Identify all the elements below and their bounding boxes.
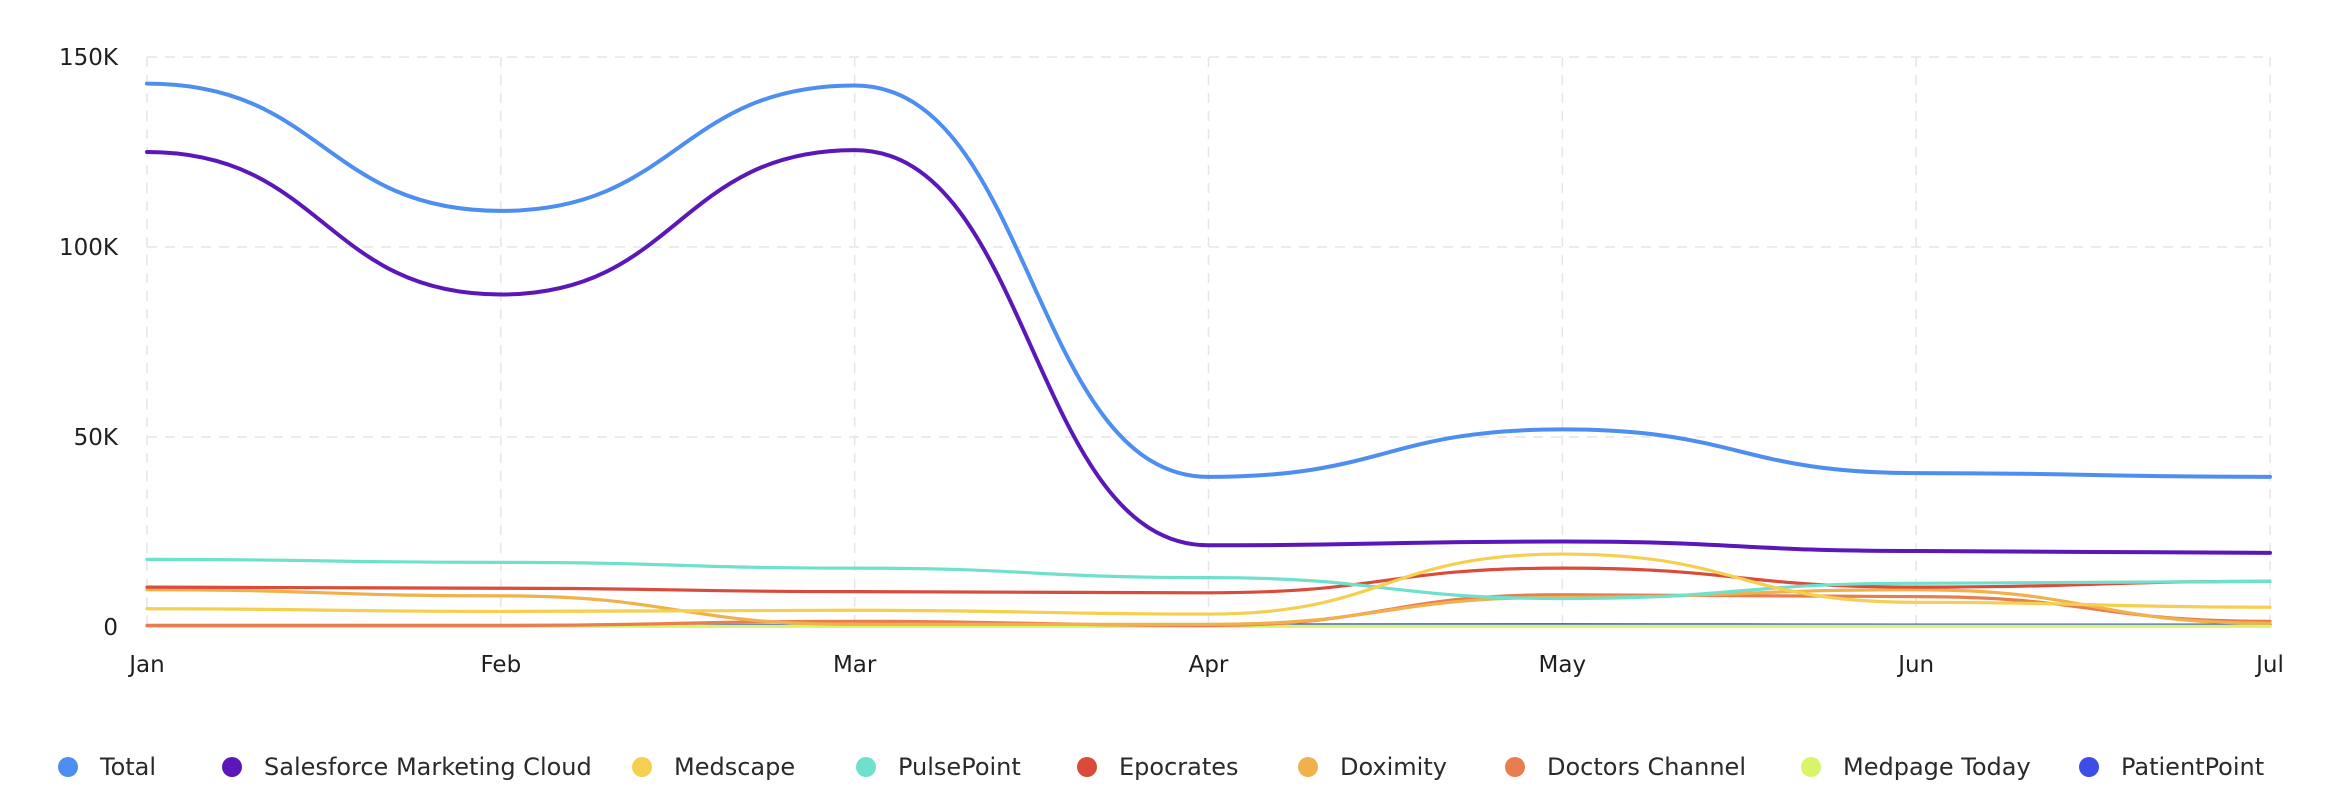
- legend-item-medscape[interactable]: Medscape: [632, 745, 795, 789]
- legend-item-patientpoint[interactable]: PatientPoint: [2079, 745, 2264, 789]
- legend-swatch: [632, 757, 652, 777]
- x-axis: Jan Feb Mar Apr May Jun Jul: [127, 652, 2284, 678]
- y-tick-label: 50K: [74, 425, 119, 451]
- y-axis: 0 50K 100K 150K: [59, 45, 119, 641]
- legend-label: Medscape: [674, 753, 796, 781]
- legend-label: Epocrates: [1119, 753, 1239, 781]
- legend-label: Total: [100, 753, 157, 781]
- legend-swatch: [222, 757, 242, 777]
- legend-swatch: [58, 757, 78, 777]
- legend-item-doctors-channel[interactable]: Doctors Channel: [1505, 745, 1746, 789]
- x-tick-label: Jun: [1896, 652, 1934, 678]
- legend-label: Doximity: [1340, 753, 1447, 781]
- legend-swatch: [1298, 757, 1318, 777]
- legend-item-doximity[interactable]: Doximity: [1298, 745, 1447, 789]
- x-tick-label: Jul: [2254, 652, 2284, 678]
- legend-label: Salesforce Marketing Cloud: [264, 753, 592, 781]
- legend-item-salesforce-marketing-cloud[interactable]: Salesforce Marketing Cloud: [222, 745, 592, 789]
- y-tick-label: 100K: [59, 235, 119, 261]
- legend-swatch: [856, 757, 876, 777]
- series-line-salesforce-marketing-cloud: [145, 148, 2272, 555]
- series-line-pulsepoint: [145, 557, 2272, 601]
- x-tick-label: May: [1539, 652, 1587, 678]
- series-line-medscape: [145, 552, 2272, 616]
- y-tick-label: 0: [103, 615, 118, 641]
- x-tick-label: Feb: [480, 652, 521, 678]
- legend-label: PulsePoint: [898, 753, 1021, 781]
- legend: Total Salesforce Marketing Cloud Medscape P…: [0, 745, 2330, 789]
- series-line-doximity: [145, 588, 2272, 626]
- legend-swatch: [1801, 757, 1821, 777]
- legend-label: Medpage Today: [1843, 753, 2031, 781]
- legend-item-pulsepoint[interactable]: PulsePoint: [856, 745, 1021, 789]
- series-line-epocrates: [145, 566, 2272, 595]
- legend-item-epocrates[interactable]: Epocrates: [1077, 745, 1239, 789]
- legend-item-medpage-today[interactable]: Medpage Today: [1801, 745, 2031, 789]
- line-chart: 0 50K 100K 150K Jan Feb Mar Apr May Jun Jul: [59, 45, 2284, 678]
- legend-swatch: [1505, 757, 1525, 777]
- x-tick-label: Apr: [1189, 652, 1229, 678]
- legend-label: PatientPoint: [2121, 753, 2265, 781]
- series-line-total: [145, 81, 2272, 479]
- y-tick-label: 150K: [59, 45, 119, 71]
- legend-label: Doctors Channel: [1547, 753, 1746, 781]
- legend-item-total[interactable]: Total: [58, 745, 156, 789]
- legend-swatch: [2079, 757, 2099, 777]
- series-lines: [145, 81, 2272, 628]
- grid-lines: [146, 56, 2271, 628]
- legend-swatch: [1077, 757, 1097, 777]
- x-tick-label: Mar: [833, 652, 877, 678]
- x-tick-label: Jan: [127, 652, 164, 678]
